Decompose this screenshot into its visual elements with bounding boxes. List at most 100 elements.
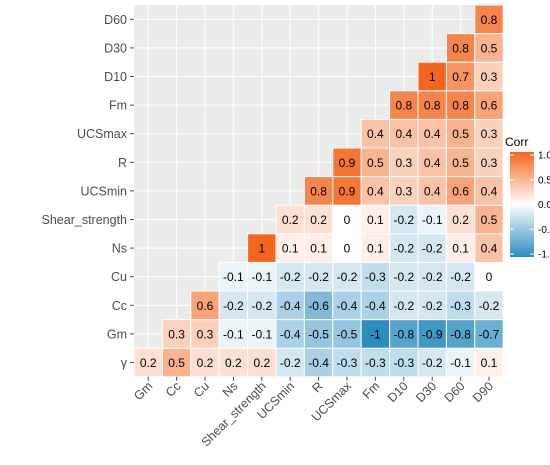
cell-value-label: -0.8 [393, 327, 414, 341]
cell-value-label: 0.6 [452, 184, 469, 198]
heatmap-cell [417, 261, 447, 292]
cell-value-label: 0.4 [395, 127, 412, 141]
cell-value-label: 0.3 [168, 327, 185, 341]
cell-value-label: -0.8 [450, 327, 471, 341]
heatmap-cell [389, 204, 419, 235]
cell-value-label: -0.2 [422, 242, 443, 256]
cell-value-label: 0.5 [481, 213, 498, 227]
cell-value-label: -0.6 [308, 299, 329, 313]
y-tick-label: Fm [109, 99, 127, 113]
heatmap-cell [303, 233, 334, 263]
cell-value-label: 0.8 [310, 184, 327, 198]
cell-value-label: -0.1 [223, 327, 244, 341]
cell-value-label: 0.4 [367, 127, 384, 141]
cell-value-label: -0.3 [365, 270, 386, 284]
legend-title: Corr [505, 135, 528, 149]
cell-value-label: 0.1 [367, 242, 384, 256]
cell-value-label: 0.3 [395, 184, 412, 198]
cell-value-label: 0.3 [197, 327, 214, 341]
heatmap-cell [190, 319, 220, 349]
heatmap-cell [417, 61, 447, 92]
heatmap-cell [360, 204, 391, 235]
cell-value-label: -0.2 [422, 356, 443, 370]
y-tick-label: Shear_strength [42, 213, 128, 227]
heatmap-cell [332, 261, 362, 292]
heatmap-cell [389, 233, 419, 263]
heatmap-cell [474, 204, 504, 235]
heatmap-cell [445, 176, 476, 206]
heatmap-cell [474, 233, 504, 263]
legend-tick-label: -1.0 [538, 250, 550, 261]
y-tick-label: R [118, 156, 127, 170]
heatmap-cell [417, 290, 447, 321]
cell-value-label: 0.5 [367, 156, 384, 170]
y-tick-label: Gm [107, 327, 127, 341]
heatmap-cell [332, 290, 362, 321]
heatmap-cell [389, 347, 419, 378]
heatmap-cell [474, 290, 504, 321]
cell-value-label: 0.8 [452, 41, 469, 55]
cell-value-label: -0.1 [450, 356, 471, 370]
cell-value-label: 0.6 [481, 99, 498, 113]
y-tick-label: Ns [112, 242, 127, 256]
y-tick-label: Cc [112, 299, 127, 313]
heatmap-cell [389, 176, 419, 206]
cell-value-label: -0.2 [280, 270, 301, 284]
cell-value-label: 0.8 [424, 99, 441, 113]
heatmap-cell [275, 261, 305, 292]
heatmap-cell [474, 176, 504, 206]
cell-value-label: -0.2 [450, 270, 471, 284]
cell-value-label: -0.4 [365, 299, 386, 313]
heatmap-cell [474, 261, 504, 292]
cell-value-label: 0.9 [339, 156, 356, 170]
heatmap-cell [417, 233, 447, 263]
heatmap-cell [360, 290, 391, 321]
x-tick-label: D90 [470, 379, 496, 405]
cell-value-label: 1 [258, 242, 265, 256]
heatmap-cell [445, 233, 476, 263]
cell-value-label: 0.8 [481, 13, 498, 27]
x-tick-label: D10 [385, 379, 411, 405]
cell-value-label: 0.1 [452, 242, 469, 256]
cell-value-label: 0.2 [225, 356, 242, 370]
cell-value-label: -0.5 [337, 327, 358, 341]
cell-value-label: 0.3 [481, 156, 498, 170]
y-axis: γ Gm Cc Cu Ns Shear_strength UCSmin R UCSmax Fm D1… [42, 13, 134, 370]
y-tick-label: D10 [104, 70, 127, 84]
heatmap-cell [417, 118, 447, 149]
cell-value-label: -0.4 [280, 327, 301, 341]
cell-value-label: -0.2 [393, 242, 414, 256]
y-tick-label: Cu [111, 270, 127, 284]
y-tick-label: D60 [104, 13, 127, 27]
cell-value-label: 0.6 [197, 299, 214, 313]
cell-value-label: -0.2 [422, 299, 443, 313]
heatmap-cell [445, 290, 476, 321]
legend-tick-label: 0.5 [538, 175, 550, 186]
cell-value-label: -0.2 [251, 299, 272, 313]
cell-value-label: 0.9 [339, 184, 356, 198]
heatmap-tiles: 0.2 0.5 0.2 0.2 0.2 -0.2 -0.4 -0.3 -0.3 -0.3 -0.2-… [133, 4, 504, 378]
cell-value-label: 0.4 [481, 242, 498, 256]
heatmap-cell [474, 347, 504, 378]
cell-value-label: 0.2 [140, 356, 157, 370]
cell-value-label: -0.2 [479, 299, 500, 313]
x-tick-label: Fm [360, 379, 383, 402]
cell-value-label: -0.4 [308, 356, 329, 370]
cell-value-label: 0.2 [197, 356, 214, 370]
cell-value-label: -0.3 [365, 356, 386, 370]
heatmap-cell [417, 147, 447, 178]
cell-value-label: 0.4 [367, 184, 384, 198]
x-tick-label: D30 [413, 379, 439, 405]
cell-value-label: -0.4 [280, 299, 301, 313]
cell-value-label: 0.4 [424, 127, 441, 141]
heatmap-cell [417, 204, 447, 235]
heatmap-cell [445, 90, 476, 120]
cell-value-label: 0.2 [282, 213, 299, 227]
heatmap-cell [474, 33, 504, 63]
heatmap-cell [332, 319, 362, 349]
x-tick-label: Gm [131, 379, 155, 403]
x-tick-label: Cc [163, 379, 184, 400]
heatmap-cell [247, 347, 277, 378]
cell-value-label: -0.2 [393, 299, 414, 313]
